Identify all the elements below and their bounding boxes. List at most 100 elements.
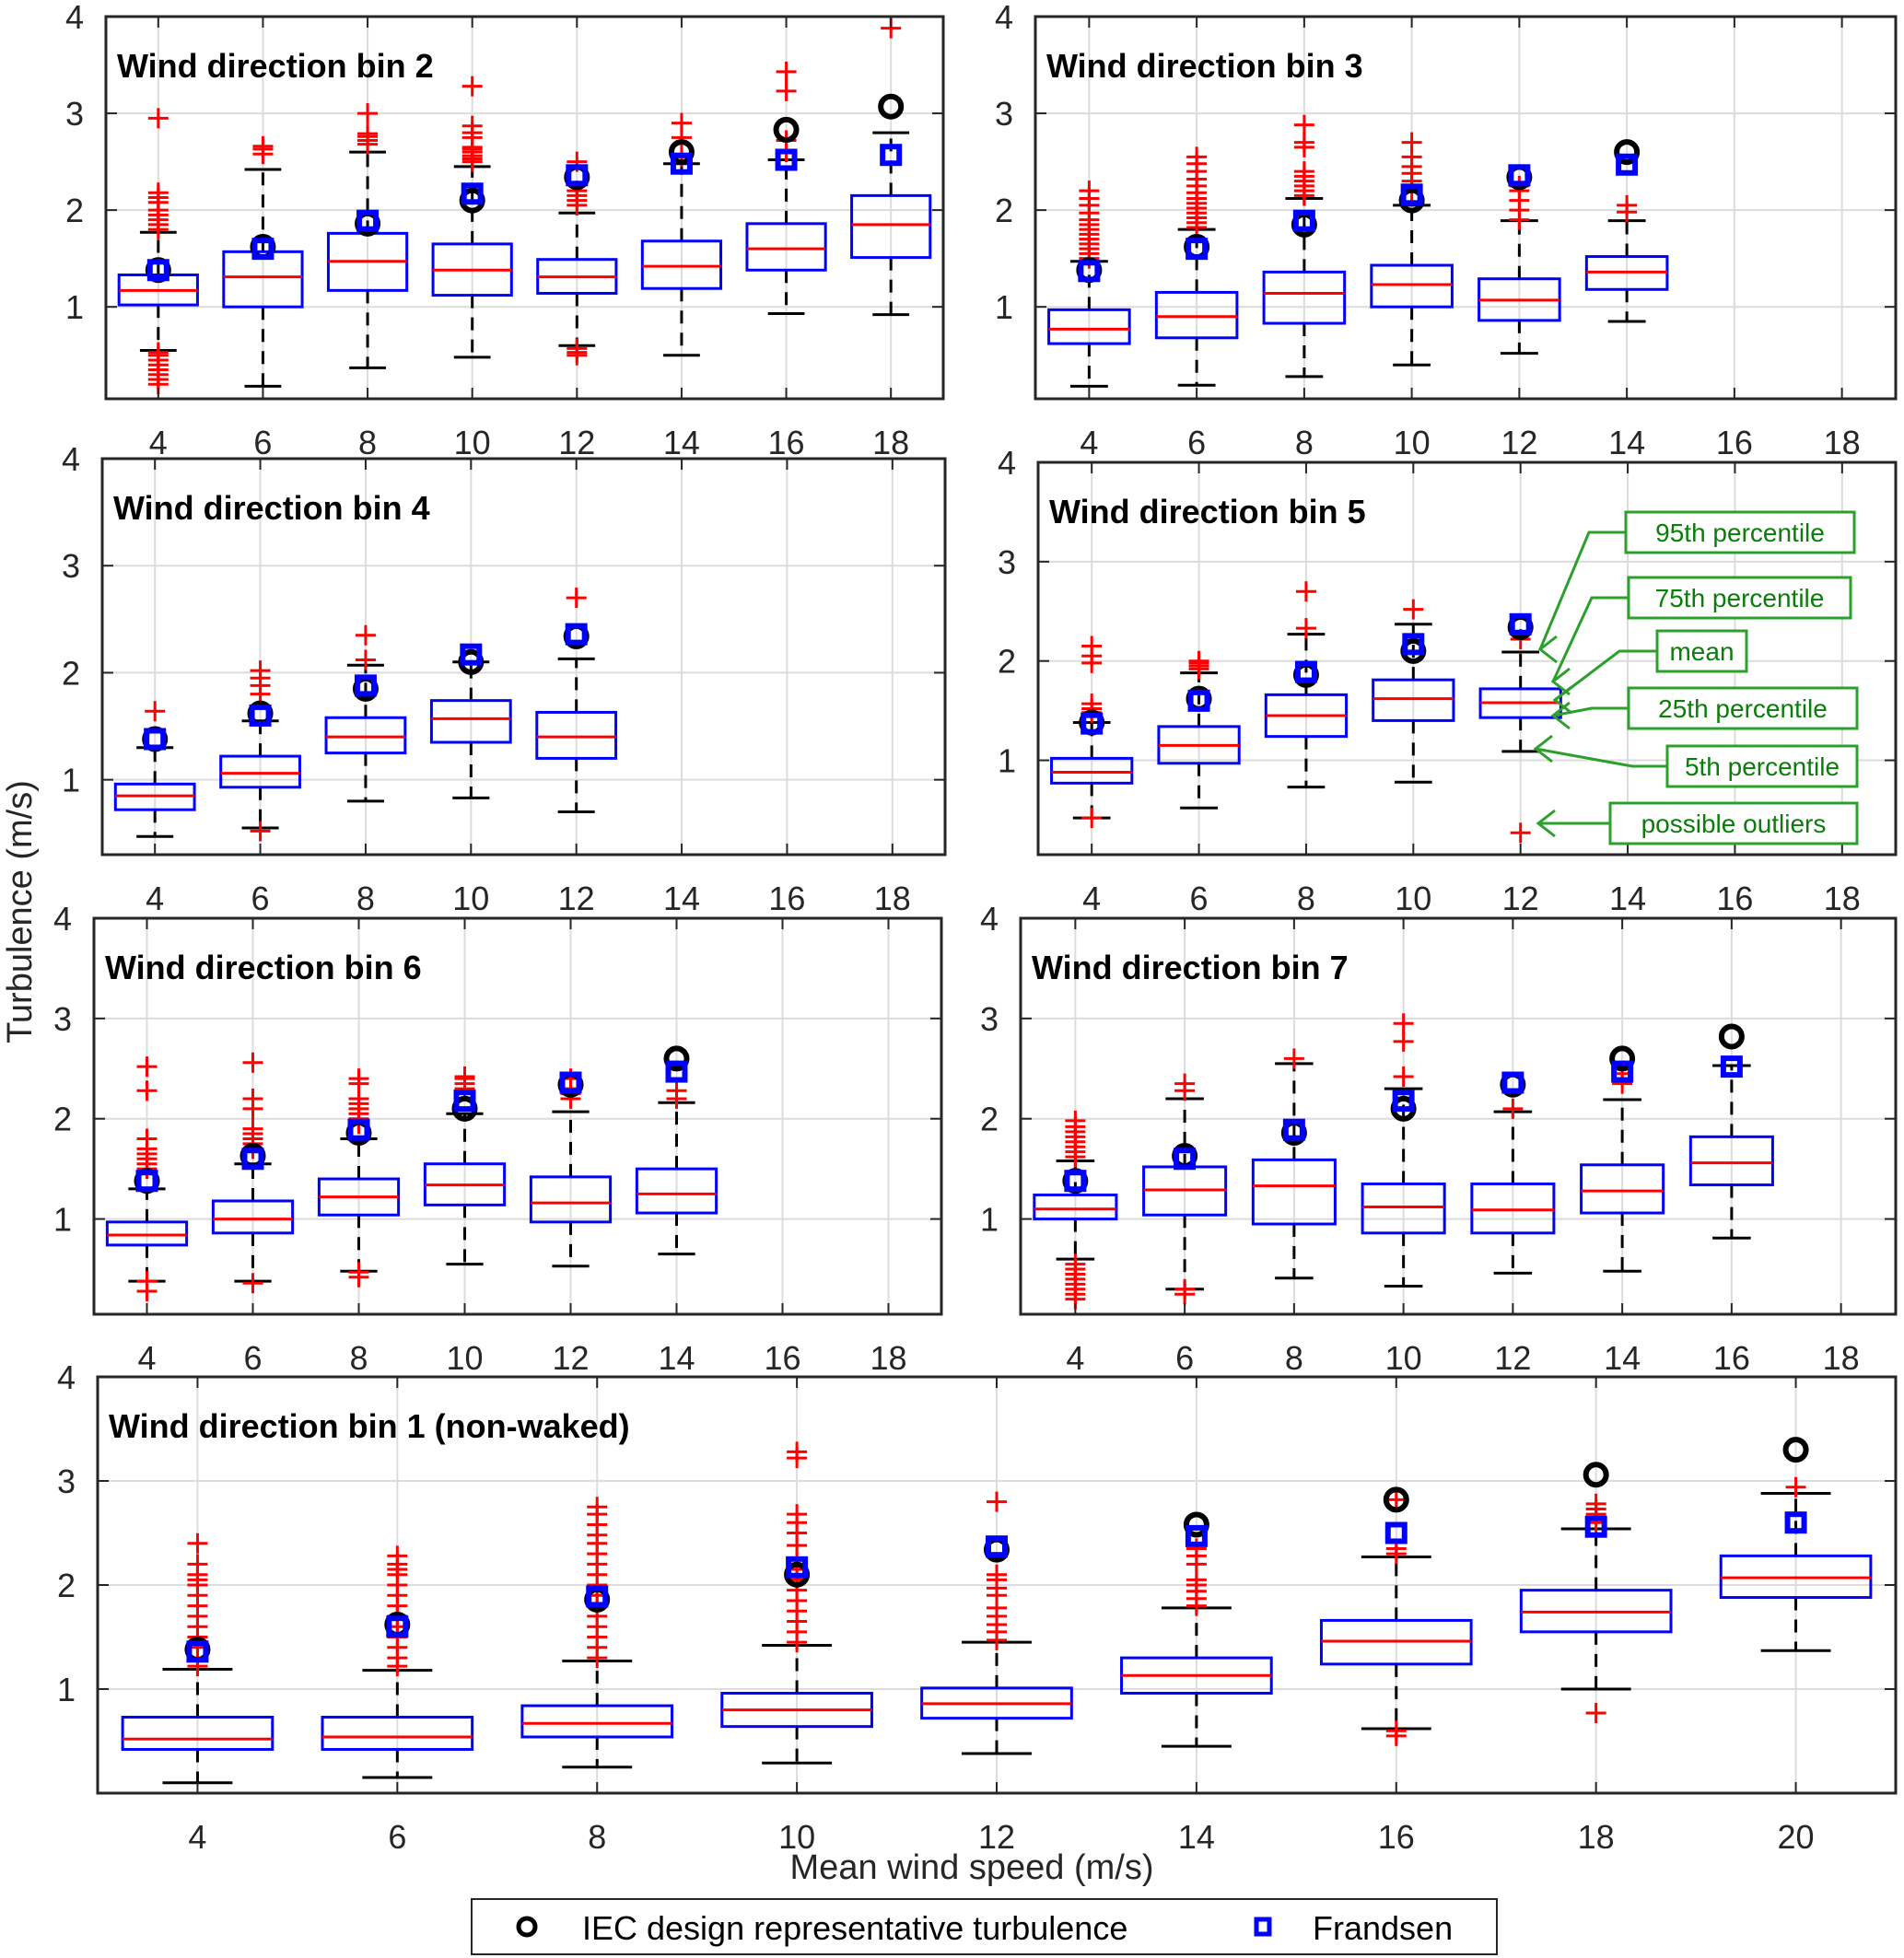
outlier-marker [1393,1031,1414,1052]
x-tick-label: 12 [1502,880,1539,917]
x-tick-label: 14 [1608,424,1645,461]
box-group [1033,1110,1118,1310]
frandsen-marker [1174,1148,1197,1171]
outlier-marker [1065,1110,1086,1131]
box-group [520,1497,674,1769]
box-group [850,17,932,317]
box-group [1251,1048,1337,1280]
x-tick-label: 8 [1295,424,1314,461]
iqr-box [429,699,512,744]
outlier-marker [1295,581,1316,602]
iqr-box [222,250,304,309]
outlier-marker [461,76,483,97]
x-tick-label: 18 [1824,424,1861,461]
outlier-marker [1188,650,1209,671]
box-group [1478,164,1561,355]
frandsen-marker [1080,712,1104,735]
box-group [1370,132,1454,367]
box-group [1372,599,1455,784]
x-tick-label: 8 [356,880,375,917]
box-group [745,61,827,316]
outlier-marker [567,338,588,359]
annotation-callout: possible outliers [1536,801,1859,845]
outlier-marker [1393,1013,1414,1034]
box-group [1584,139,1669,323]
frandsen-marker [1185,1524,1208,1547]
y-tick-label: 3 [995,95,1013,133]
box-group [1262,114,1347,379]
iec-marker [1718,1023,1745,1050]
frandsen-marker [1400,183,1423,206]
iqr-box [1580,1163,1665,1215]
x-tick-label: 8 [358,424,377,461]
legend: IEC design representative turbulence Fra… [471,1898,1498,1955]
frandsen-marker [251,238,275,261]
box-group [1470,1071,1556,1275]
x-tick-label: 12 [558,880,595,917]
y-tick-label: 1 [998,742,1016,780]
box-group [317,1068,401,1288]
outlier-marker [1293,114,1314,135]
y-tick-label: 2 [53,1101,72,1138]
y-tick-label: 2 [995,192,1013,229]
box-group [720,1441,873,1765]
iqr-box [850,193,932,260]
y-tick-label: 2 [62,654,80,692]
annotation-label: possible outliers [1641,810,1827,838]
frandsen-marker [1501,1071,1524,1094]
frandsen-marker [1384,1521,1408,1544]
y-tick-label: 3 [65,95,84,133]
outlier-marker [242,1088,263,1109]
frandsen-marker [249,704,272,727]
plot-area [1035,17,1896,399]
box-group [1154,146,1239,387]
outlier-marker [242,1118,263,1139]
frandsen-marker [1584,1515,1607,1538]
outlier-marker [1785,1476,1806,1498]
frandsen-marker [1186,238,1209,261]
panel-title: Wind direction bin 2 [117,47,434,85]
x-tick-label: 4 [1082,880,1101,917]
x-tick-label: 10 [454,424,491,461]
x-tick-label: 12 [552,1339,589,1377]
annotations: 95th percentile 75th percentile mean 25th p… [1533,510,1859,845]
frandsen-marker [241,1148,264,1171]
outlier-marker [454,1066,475,1087]
frandsen-marker [356,209,380,232]
frandsen-marker [775,148,798,171]
y-tick-label: 3 [53,1000,72,1038]
iec-marker [1782,1437,1809,1463]
x-tick-label: 18 [872,424,909,461]
y-tick-label: 2 [998,643,1016,681]
arrow-head [1537,635,1558,664]
outlier-marker [1585,1493,1606,1514]
box-group [429,643,512,799]
x-tick-label: 12 [558,424,595,461]
box-group [1050,635,1134,829]
iqr-box [535,710,618,760]
box-group [219,660,301,842]
outlier-marker [1065,1253,1086,1275]
y-tick-label: 2 [980,1101,999,1138]
iec-marker [1609,1045,1636,1072]
outlier-marker [136,1271,158,1292]
frandsen-marker [559,1071,582,1094]
outlier-marker [787,1504,808,1525]
iqr-box [1470,1182,1556,1235]
y-tick-label: 4 [62,440,80,478]
x-tick-label: 14 [1604,1339,1641,1377]
outlier-marker [1293,161,1314,182]
iqr-box [219,754,301,789]
x-tick-label: 10 [446,1339,483,1377]
frandsen-marker [460,643,483,666]
frandsen-marker [1509,612,1532,635]
box-group [529,1068,613,1268]
iec-marker [1383,1486,1409,1513]
outlier-marker [252,135,274,157]
frandsen-marker [1508,164,1531,187]
box-group [117,108,199,395]
iqr-box [1262,270,1347,325]
iqr-box [529,1175,613,1224]
annotation-label: 95th percentile [1655,519,1825,547]
frandsen-marker [135,1170,158,1193]
